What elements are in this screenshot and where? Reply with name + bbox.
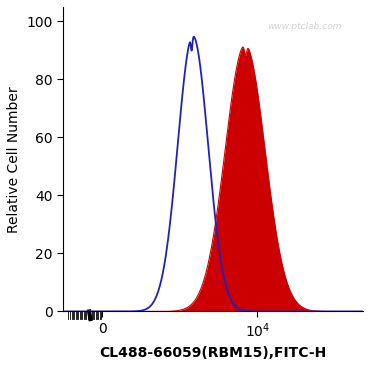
Text: www.ptclab.com: www.ptclab.com [267,22,342,31]
Y-axis label: Relative Cell Number: Relative Cell Number [7,86,21,233]
X-axis label: CL488-66059(RBM15),FITC-H: CL488-66059(RBM15),FITC-H [100,346,327,360]
